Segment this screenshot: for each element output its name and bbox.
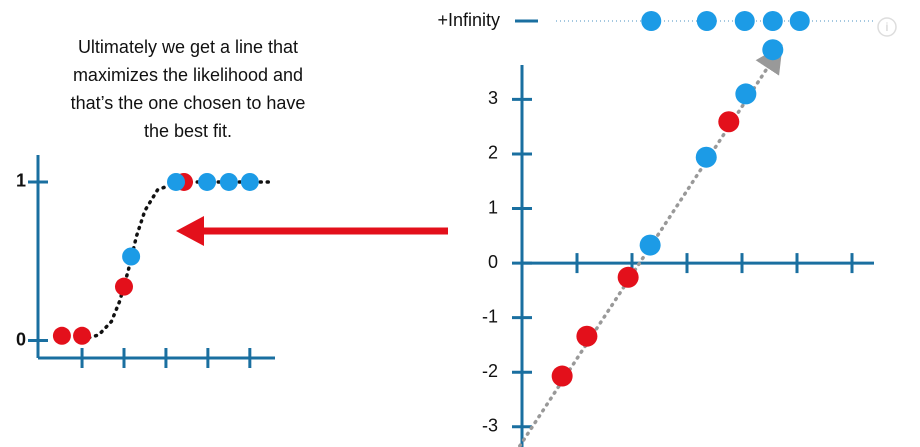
caption-line: the best fit. xyxy=(144,121,232,141)
data-point xyxy=(122,247,141,266)
y-tick-label: -2 xyxy=(482,361,498,381)
y-tick-label: 0 xyxy=(16,329,26,349)
y-tick-label: 2 xyxy=(488,143,498,163)
data-point xyxy=(576,325,598,347)
data-point xyxy=(198,172,217,191)
infinity-point xyxy=(734,11,755,31)
infinity-point xyxy=(762,11,783,31)
data-point xyxy=(639,234,661,256)
data-point xyxy=(167,172,186,191)
data-point xyxy=(617,266,639,288)
caption-line: that’s the one chosen to have xyxy=(71,93,306,113)
y-tick-label: 1 xyxy=(16,171,26,191)
y-tick-label: 0 xyxy=(488,252,498,272)
data-point xyxy=(695,146,717,168)
data-point xyxy=(735,83,757,105)
y-tick-label: 3 xyxy=(488,88,498,108)
data-point xyxy=(718,111,740,133)
data-point xyxy=(240,172,259,191)
caption-line: Ultimately we get a line that xyxy=(78,37,298,57)
data-point xyxy=(219,172,238,191)
y-tick-label: -1 xyxy=(482,306,498,326)
arrow-head xyxy=(176,216,204,246)
info-icon-text: i xyxy=(886,20,889,34)
y-tick-label: -3 xyxy=(482,416,498,436)
y-tick-label: 1 xyxy=(488,197,498,217)
infinity-label: +Infinity xyxy=(437,10,500,30)
data-point xyxy=(551,365,573,387)
data-point xyxy=(52,326,71,345)
info-icon[interactable] xyxy=(877,17,897,37)
data-point xyxy=(114,277,133,296)
data-point xyxy=(762,39,784,61)
data-point xyxy=(73,326,92,345)
infinity-point xyxy=(696,11,717,31)
infinity-point xyxy=(641,11,662,31)
caption-line: maximizes the likelihood and xyxy=(73,65,303,85)
infinity-point xyxy=(789,11,810,31)
fit-line xyxy=(80,180,273,342)
